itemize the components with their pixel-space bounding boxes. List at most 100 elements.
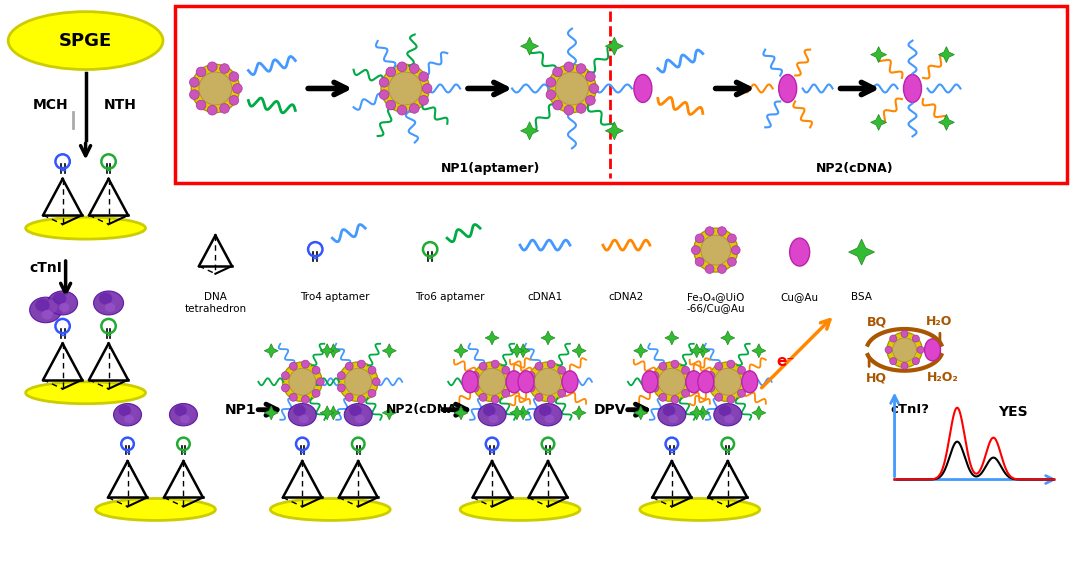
Circle shape — [189, 90, 199, 99]
Circle shape — [553, 67, 563, 77]
Circle shape — [577, 104, 586, 113]
Ellipse shape — [535, 368, 562, 395]
Ellipse shape — [299, 415, 309, 423]
Polygon shape — [382, 344, 396, 358]
Circle shape — [707, 384, 715, 392]
Ellipse shape — [539, 405, 552, 416]
Circle shape — [731, 246, 740, 254]
Circle shape — [219, 104, 229, 113]
Ellipse shape — [725, 415, 734, 423]
Circle shape — [409, 104, 419, 113]
Circle shape — [379, 77, 389, 87]
Ellipse shape — [634, 74, 652, 103]
Ellipse shape — [472, 362, 512, 402]
Polygon shape — [606, 122, 623, 140]
Circle shape — [738, 389, 745, 398]
Circle shape — [282, 384, 289, 392]
Ellipse shape — [669, 415, 678, 423]
Ellipse shape — [59, 293, 73, 307]
Text: Tro6 aptamer: Tro6 aptamer — [416, 292, 485, 302]
Circle shape — [301, 395, 309, 403]
Ellipse shape — [36, 299, 50, 312]
Polygon shape — [454, 406, 468, 420]
Circle shape — [885, 346, 892, 353]
Circle shape — [229, 96, 239, 105]
Circle shape — [562, 378, 570, 386]
Text: DNA
tetrahedron: DNA tetrahedron — [185, 292, 246, 313]
Ellipse shape — [669, 406, 683, 418]
Circle shape — [890, 335, 896, 342]
Ellipse shape — [95, 499, 215, 520]
Ellipse shape — [478, 403, 507, 426]
Circle shape — [901, 331, 908, 338]
Text: cTnI: cTnI — [29, 261, 62, 275]
Polygon shape — [690, 406, 704, 420]
Circle shape — [577, 63, 586, 73]
Ellipse shape — [892, 338, 917, 362]
Circle shape — [651, 372, 659, 380]
Ellipse shape — [105, 303, 116, 312]
Circle shape — [705, 227, 714, 235]
Polygon shape — [606, 37, 623, 55]
Ellipse shape — [299, 406, 313, 418]
Circle shape — [419, 96, 429, 105]
Polygon shape — [521, 37, 539, 55]
Polygon shape — [752, 344, 766, 358]
Circle shape — [502, 389, 510, 398]
Circle shape — [397, 62, 407, 72]
Ellipse shape — [698, 371, 714, 393]
Ellipse shape — [714, 368, 741, 395]
Ellipse shape — [381, 65, 430, 113]
Circle shape — [546, 90, 556, 99]
Circle shape — [232, 84, 242, 93]
Text: NP2(cDNA): NP2(cDNA) — [815, 162, 893, 175]
Circle shape — [557, 366, 566, 374]
Ellipse shape — [98, 293, 112, 305]
Circle shape — [728, 257, 737, 266]
Circle shape — [913, 335, 919, 342]
Ellipse shape — [288, 403, 316, 426]
Circle shape — [189, 77, 199, 87]
Text: NP2(cDNA): NP2(cDNA) — [387, 403, 464, 416]
Circle shape — [480, 394, 487, 401]
Ellipse shape — [119, 405, 131, 416]
Ellipse shape — [779, 74, 797, 103]
Circle shape — [197, 100, 206, 110]
Text: Tro4 aptamer: Tro4 aptamer — [300, 292, 370, 302]
Circle shape — [564, 106, 573, 115]
Text: NP1: NP1 — [225, 403, 256, 417]
Circle shape — [207, 106, 217, 115]
Text: cDNA2: cDNA2 — [608, 292, 644, 302]
Ellipse shape — [887, 332, 922, 368]
Polygon shape — [326, 344, 340, 358]
Circle shape — [738, 366, 745, 374]
Circle shape — [312, 389, 320, 398]
Circle shape — [368, 389, 376, 398]
Ellipse shape — [345, 403, 373, 426]
Ellipse shape — [53, 293, 66, 305]
Polygon shape — [510, 344, 524, 358]
Circle shape — [548, 395, 555, 403]
Ellipse shape — [124, 415, 134, 423]
Circle shape — [548, 360, 555, 368]
Circle shape — [705, 265, 714, 273]
Circle shape — [535, 362, 543, 370]
Circle shape — [715, 394, 723, 401]
Ellipse shape — [924, 339, 941, 361]
Text: YES: YES — [998, 405, 1028, 419]
Polygon shape — [720, 331, 734, 345]
Ellipse shape — [562, 371, 578, 393]
Polygon shape — [516, 406, 530, 420]
Polygon shape — [939, 114, 955, 130]
Polygon shape — [696, 406, 710, 420]
Ellipse shape — [789, 238, 810, 266]
Circle shape — [346, 362, 353, 370]
Polygon shape — [382, 406, 396, 420]
Ellipse shape — [652, 362, 691, 402]
Ellipse shape — [345, 368, 372, 395]
Circle shape — [527, 372, 535, 380]
Circle shape — [535, 394, 543, 401]
Ellipse shape — [548, 65, 596, 113]
Circle shape — [197, 67, 206, 77]
Ellipse shape — [338, 362, 378, 402]
